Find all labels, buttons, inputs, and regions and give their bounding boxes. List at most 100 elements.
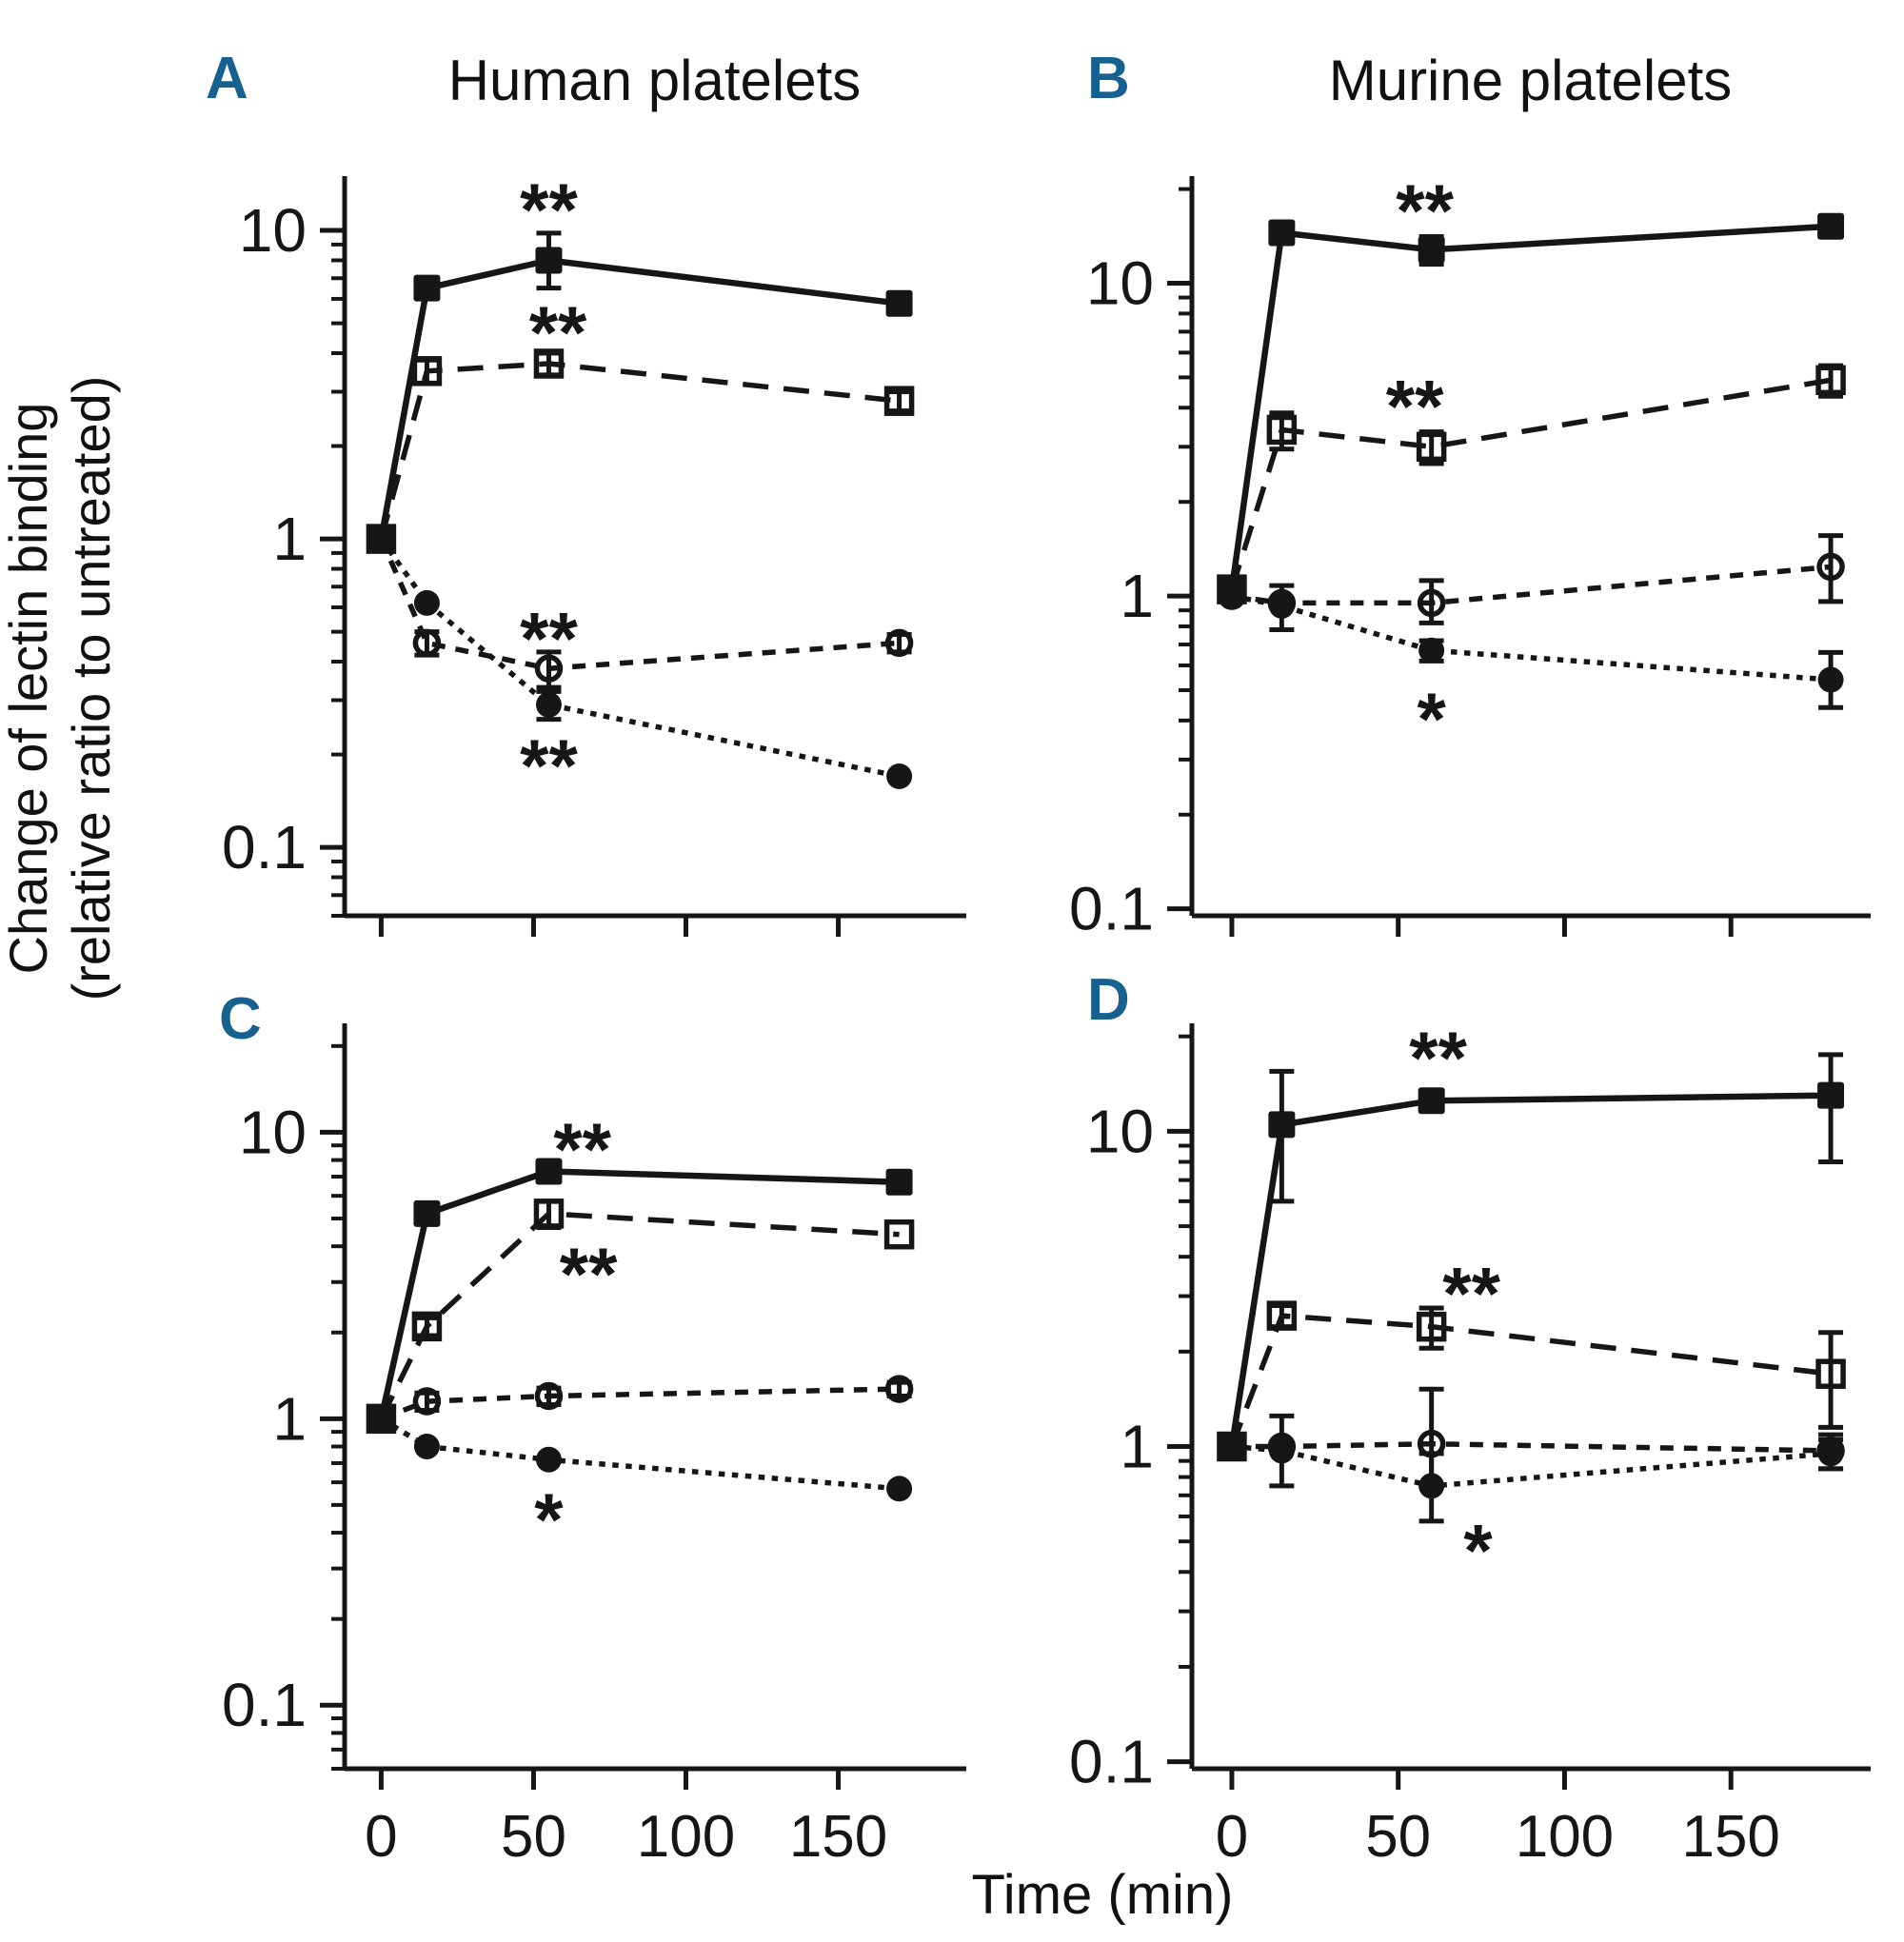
series-line	[378, 537, 900, 671]
marker-filled-square	[885, 289, 913, 317]
marker-filled-square	[1817, 212, 1845, 240]
annotations: *****	[1409, 1016, 1500, 1592]
panel-label-a: A	[206, 46, 248, 111]
marker-filled-circle	[535, 1446, 562, 1473]
y-axis-title: Change of lectin binding (relative ratio…	[0, 165, 140, 1212]
error-bar	[1418, 1386, 1444, 1489]
marker-filled-square	[367, 525, 395, 553]
marker-open-square	[1266, 414, 1298, 446]
annotations: *****	[1386, 168, 1455, 761]
annotations: *****	[534, 1107, 618, 1561]
marker-open-square	[883, 386, 915, 416]
series-filled-circle-dot	[367, 525, 913, 789]
x-tick-label: 150	[789, 1804, 887, 1870]
series-line	[1229, 1313, 1832, 1448]
significance-marker: **	[1386, 364, 1444, 447]
marker-filled-circle	[886, 1476, 913, 1502]
marker-open-circle	[1267, 588, 1297, 618]
significance-marker: *	[1417, 677, 1446, 761]
marker-open-circle	[534, 1381, 564, 1411]
marker-open-circle	[884, 1375, 914, 1403]
error-bar	[1818, 1330, 1844, 1430]
panel-title-murine: Murine platelets	[1328, 49, 1733, 112]
marker-filled-circle	[413, 1433, 440, 1459]
marker-open-circle	[412, 1387, 442, 1416]
marker-filled-circle	[535, 691, 562, 718]
y-axis: 10 1 0.1	[1069, 176, 1195, 943]
series-line	[1228, 1092, 1832, 1447]
y-tick-label: 0.1	[222, 1671, 307, 1739]
significance-marker: *	[1463, 1509, 1493, 1593]
marker-filled-square	[1418, 236, 1445, 264]
series-filled-square-solid	[367, 230, 913, 553]
series-open-circle-dash	[367, 1375, 914, 1434]
x-tick-label: 0	[365, 1804, 397, 1870]
marker-open-square	[411, 1311, 443, 1342]
marker-filled-circle	[1817, 666, 1844, 693]
y-tick-label: 0.1	[1069, 875, 1154, 943]
marker-filled-square	[1817, 1081, 1845, 1109]
marker-filled-square	[1218, 576, 1245, 604]
series-line	[1228, 223, 1832, 590]
marker-filled-circle	[1418, 637, 1445, 664]
significance-marker: **	[1396, 168, 1454, 252]
error-bar	[1269, 1302, 1295, 1330]
y-tick-label: 10	[239, 196, 307, 265]
y-tick-label: 0.1	[222, 813, 307, 882]
marker-filled-square	[885, 1168, 913, 1196]
marker-open-circle	[1267, 1432, 1297, 1461]
series-filled-square-solid	[1218, 212, 1845, 604]
series-line	[1231, 593, 1832, 683]
significance-marker: *	[534, 1477, 564, 1561]
x-tick-label: 0	[1216, 1804, 1248, 1870]
series-open-circle-dash	[367, 525, 914, 690]
series-line	[1231, 564, 1832, 606]
x-axis	[1192, 913, 1871, 937]
y-tick-label: 1	[272, 505, 307, 573]
series-line	[378, 1211, 900, 1420]
x-axis: 0 50 100 150	[345, 1766, 966, 1870]
series-open-square-longdash	[366, 1199, 915, 1435]
marker-open-square	[1416, 431, 1447, 463]
y-axis: 10 1 0.1	[222, 176, 347, 918]
marker-filled-square	[535, 247, 563, 274]
marker-open-circle	[884, 628, 914, 658]
series-open-circle-dash	[1218, 533, 1845, 625]
y-axis-title-line2: (relative ratio to untreated)	[61, 375, 121, 1001]
marker-filled-square	[1418, 1087, 1445, 1115]
x-axis	[345, 913, 966, 937]
series-line	[1231, 1440, 1832, 1454]
series-open-square-longdash	[1217, 1300, 1846, 1462]
marker-open-square	[533, 348, 565, 379]
series-filled-square-solid	[1218, 1052, 1845, 1460]
series-open-square-longdash	[1217, 363, 1846, 604]
x-axis: 0 50 100 150	[1192, 1766, 1871, 1870]
marker-open-circle	[534, 654, 564, 683]
x-tick-label: 50	[501, 1804, 566, 1870]
significance-marker: **	[553, 1107, 611, 1191]
series-filled-circle-dot	[1219, 1413, 1844, 1524]
error-bar	[414, 1315, 440, 1338]
series-filled-square-solid	[367, 1158, 913, 1433]
y-tick-label: 1	[272, 1384, 307, 1453]
panel-label-b: B	[1087, 46, 1130, 111]
significance-marker: **	[560, 1232, 618, 1316]
significance-marker: **	[1409, 1016, 1467, 1100]
y-tick-label: 10	[239, 1098, 307, 1166]
marker-filled-square	[1218, 1433, 1245, 1460]
marker-filled-square	[1268, 1111, 1296, 1139]
x-tick-label: 150	[1681, 1804, 1779, 1870]
y-axis-title-line1: Change of lectin binding	[0, 402, 58, 975]
panel-title-human: Human platelets	[447, 49, 862, 112]
significance-marker: **	[520, 168, 578, 251]
marker-filled-square	[367, 1405, 395, 1433]
marker-filled-circle	[886, 763, 913, 789]
marker-filled-square	[1268, 219, 1296, 247]
x-tick-label: 100	[1516, 1804, 1614, 1870]
panel-label-c: C	[219, 986, 262, 1052]
y-tick-label: 1	[1120, 562, 1154, 630]
marker-filled-square	[413, 1199, 441, 1227]
annotations: ** ** ** **	[520, 168, 587, 807]
